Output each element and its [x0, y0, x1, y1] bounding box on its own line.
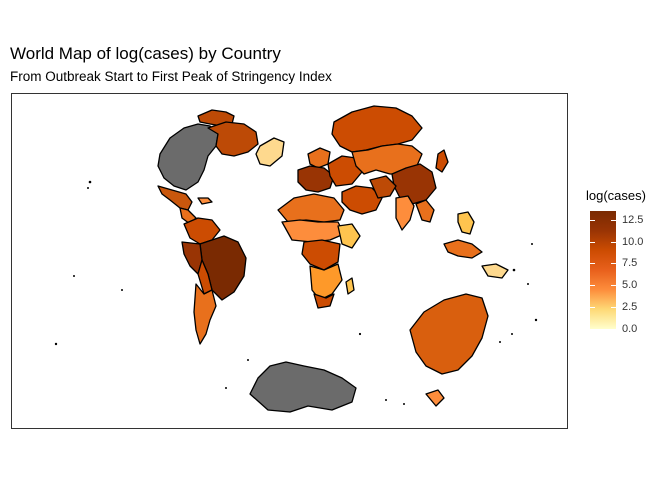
legend-tick-label: 10.0 — [622, 235, 644, 248]
region-south-africa — [313, 293, 335, 309]
region-bolivia-paraguay — [197, 259, 213, 295]
map-title: World Map of log(cases) by Country — [10, 44, 281, 63]
legend-tick-label: 5.0 — [622, 279, 638, 292]
region-antarctica-no-data — [249, 361, 357, 413]
region-caribbean — [197, 197, 213, 205]
region-north-america-no-data — [157, 123, 219, 191]
legend-tick-mark — [611, 263, 616, 265]
legend-tick-mark — [611, 285, 616, 287]
legend-tick-label: 0.0 — [622, 323, 638, 335]
region-western-europe — [297, 165, 335, 193]
region-middle-east — [341, 185, 383, 215]
region-canada-east — [207, 121, 259, 157]
region-east-africa — [337, 223, 361, 249]
region-russia — [331, 105, 423, 153]
legend-tick-mark — [590, 329, 595, 330]
legend-tick-label: 12.5 — [622, 213, 644, 226]
region-madagascar — [345, 277, 355, 295]
region-sahel — [281, 219, 345, 243]
region-north-africa — [277, 193, 345, 223]
legend-tick-mark — [611, 241, 616, 243]
legend-tick-mark — [590, 263, 595, 265]
legend-tick-mark — [590, 219, 595, 221]
region-indonesia — [443, 239, 483, 259]
region-philippines — [457, 211, 475, 235]
region-new-zealand — [425, 389, 445, 407]
legend-tick-mark — [590, 241, 595, 243]
map-panel — [11, 93, 568, 429]
region-australia — [409, 293, 489, 375]
region-eastern-europe — [327, 155, 363, 187]
region-greenland — [255, 137, 285, 167]
legend-title: log(cases) — [586, 188, 646, 203]
region-china — [391, 163, 437, 205]
region-chile-argentina — [193, 283, 217, 345]
region-southern-africa — [309, 263, 343, 301]
region-iran — [369, 175, 397, 199]
region-india — [395, 195, 415, 231]
legend-tick-mark — [590, 285, 595, 287]
region-colombia-venezuela — [183, 217, 221, 245]
legend-tick-mark — [590, 307, 595, 309]
legend-tick-mark — [611, 307, 616, 309]
map-subtitle: From Outbreak Start to First Peak of Str… — [10, 69, 332, 84]
legend-tick-mark — [611, 329, 616, 330]
region-central-africa — [301, 239, 341, 271]
region-japan — [435, 149, 449, 173]
legend: log(cases) 12.5 10.0 7.5 5.0 2.5 0.0 — [586, 188, 670, 338]
legend-tick-mark — [611, 219, 616, 221]
world-map — [54, 105, 538, 413]
legend-colorbar — [590, 211, 616, 329]
region-scandinavia — [307, 147, 331, 169]
region-papua — [481, 263, 509, 279]
legend-tick-label: 7.5 — [622, 257, 638, 270]
region-southeast-asia — [415, 199, 435, 223]
legend-tick-label: 2.5 — [622, 301, 638, 314]
